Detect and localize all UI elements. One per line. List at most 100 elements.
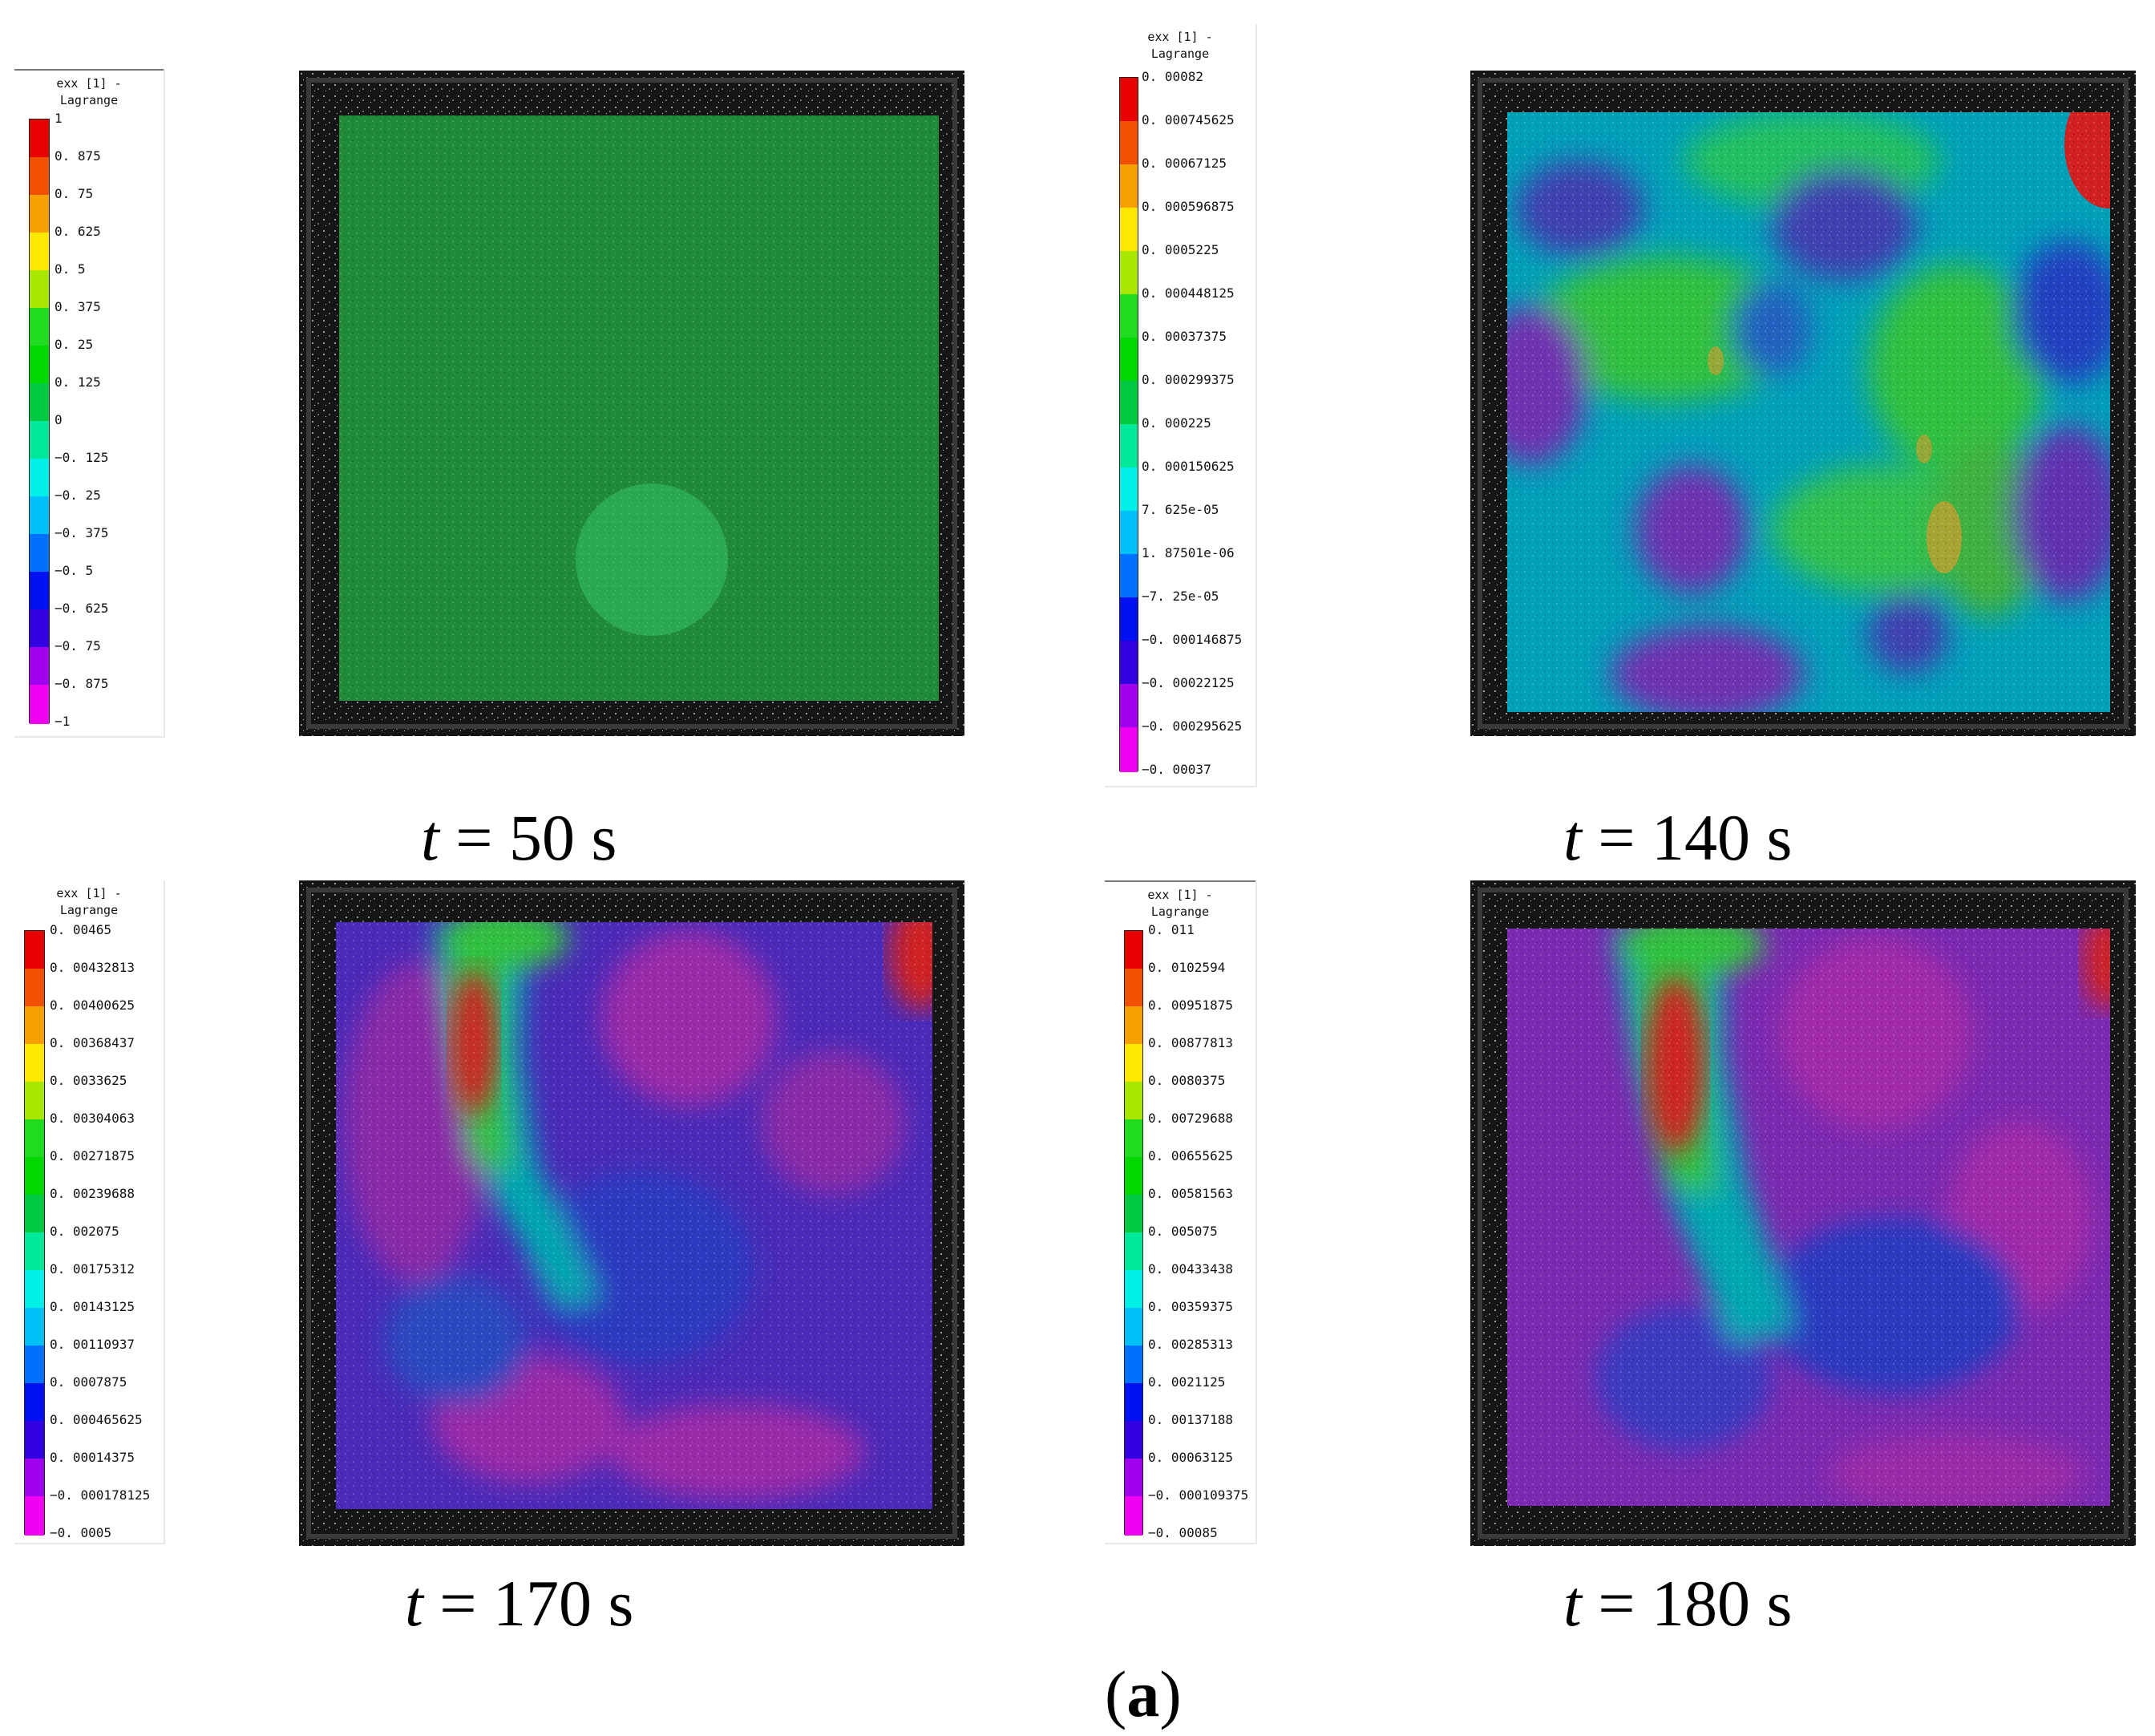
colorbar-tick-label: 0. 5 xyxy=(55,261,86,277)
colorbar-tick-label: 0. 000225 xyxy=(1142,415,1211,431)
colorbar-tick-label: 0. 00067125 xyxy=(1142,156,1227,171)
strain-map-t180 xyxy=(1470,880,2136,1546)
colorbar-tick-label: 0. 00581563 xyxy=(1148,1186,1233,1201)
colorbar xyxy=(29,119,50,724)
colorbar-tick-label: −0. 0005 xyxy=(50,1525,112,1540)
colorbar-tick-label: 0. 000596875 xyxy=(1142,199,1235,214)
colorbar-tick-label: −0. 125 xyxy=(55,450,109,465)
colorbar-swatch xyxy=(30,157,49,196)
colorbar-swatch xyxy=(30,647,49,686)
time-variable: t xyxy=(1563,801,1582,874)
colorbar-swatch xyxy=(1120,424,1138,469)
colorbar-swatch xyxy=(1120,338,1138,382)
figure-panel-letter: a xyxy=(1126,1657,1160,1730)
strain-map-t170 xyxy=(299,880,964,1546)
colorbar-tick-label: −0. 00022125 xyxy=(1142,675,1235,690)
colorbar-tick-label: −0. 75 xyxy=(55,638,101,654)
colorbar-tick-label: 0. 00432813 xyxy=(50,960,135,975)
colorbar-tick-label: 0. 00285313 xyxy=(1148,1337,1233,1352)
colorbar-tick-label: 0. 00655625 xyxy=(1148,1148,1233,1163)
colorbar-swatch xyxy=(30,346,49,385)
colorbar-swatch xyxy=(30,496,49,536)
colorbar-swatch xyxy=(25,1270,44,1309)
colorbar-legend-t50: exx [1] - Lagrange 1 0. 875 0. 75 0. 625 0. … xyxy=(14,69,165,738)
colorbar-swatch xyxy=(25,931,44,970)
colorbar-swatch xyxy=(25,1232,44,1272)
colorbar-tick-label: 0. 00951875 xyxy=(1148,997,1233,1013)
legend-title: exx [1] - Lagrange xyxy=(56,76,122,107)
specimen-frame xyxy=(299,71,964,736)
colorbar-swatch xyxy=(25,1006,44,1046)
colorbar-tick-label: 0. 0102594 xyxy=(1148,960,1226,975)
specimen-frame xyxy=(1470,71,2136,736)
legend-title: exx [1] - Lagrange xyxy=(1147,888,1213,919)
colorbar-swatch xyxy=(30,195,49,234)
colorbar-swatch xyxy=(30,233,49,272)
colorbar-swatch xyxy=(25,1044,44,1083)
colorbar-tick-label: 0. 002075 xyxy=(50,1224,119,1239)
colorbar-legend-t140: exx [1] - Lagrange 0. 00082 0. 000745625 0… xyxy=(1105,24,1257,787)
legend-title: exx [1] - Lagrange xyxy=(56,886,122,917)
colorbar-tick-label: 0. 00239688 xyxy=(50,1186,135,1201)
colorbar-swatch xyxy=(1120,381,1138,426)
colorbar-swatch xyxy=(1125,1383,1142,1422)
colorbar-tick-label: 0. 00175312 xyxy=(50,1261,135,1277)
colorbar-tick-label: 0. 00729688 xyxy=(1148,1111,1233,1126)
colorbar-tick-label: 0. 00368437 xyxy=(50,1035,135,1050)
colorbar-tick-label: 0. 00143125 xyxy=(50,1299,135,1314)
colorbar xyxy=(1124,930,1143,1536)
colorbar-swatch xyxy=(25,1496,44,1536)
colorbar-tick-label: 0. 00137188 xyxy=(1148,1412,1233,1427)
colorbar-tick-label: 0. 00359375 xyxy=(1148,1299,1233,1314)
colorbar-swatch xyxy=(1120,208,1138,253)
colorbar-swatch xyxy=(25,1082,44,1121)
colorbar-tick-label: 0. 011 xyxy=(1148,922,1195,937)
colorbar-tick-label: −7. 25e-05 xyxy=(1142,589,1219,604)
colorbar-tick-label: −0. 875 xyxy=(55,676,109,691)
colorbar-tick-label: −0. 000178125 xyxy=(50,1487,151,1503)
colorbar-swatch xyxy=(30,459,49,498)
colorbar-tick-label: 0. 00037375 xyxy=(1142,329,1227,344)
colorbar-swatch xyxy=(1120,78,1138,123)
colorbar-tick-label: 0. 00082 xyxy=(1142,69,1204,84)
colorbar-swatch xyxy=(1120,511,1138,556)
colorbar-tick-label: 0. 000150625 xyxy=(1142,459,1235,474)
colorbar-tick-label: 0. 00271875 xyxy=(50,1148,135,1163)
colorbar-tick-label: −0. 000109375 xyxy=(1148,1487,1249,1503)
colorbar-tick-label: 0. 000299375 xyxy=(1142,372,1235,387)
colorbar-swatch xyxy=(30,685,49,724)
colorbar-swatch xyxy=(25,969,44,1008)
colorbar-tick-label: 0. 00433438 xyxy=(1148,1261,1233,1277)
colorbar-swatch xyxy=(30,572,49,611)
colorbar-swatch xyxy=(1125,969,1142,1008)
colorbar-tick-label: 0. 000448125 xyxy=(1142,285,1235,301)
colorbar-swatch xyxy=(25,1383,44,1422)
colorbar-tick-label: 1 xyxy=(55,111,63,126)
colorbar-tick-label: 0. 00877813 xyxy=(1148,1035,1233,1050)
colorbar-tick-label: 0. 00465 xyxy=(50,922,112,937)
colorbar-swatch xyxy=(1120,294,1138,339)
colorbar-swatch xyxy=(30,534,49,573)
colorbar-swatch xyxy=(1125,1082,1142,1121)
time-value: = 140 s xyxy=(1581,801,1793,874)
colorbar-swatch xyxy=(1125,931,1142,970)
colorbar-swatch xyxy=(30,270,49,310)
colorbar-swatch xyxy=(30,119,49,159)
colorbar-swatch xyxy=(30,308,49,347)
colorbar-tick-label: 0. 0007875 xyxy=(50,1374,127,1390)
colorbar-tick-label: 1. 87501e-06 xyxy=(1142,545,1235,560)
colorbar-tick-label: 0. 00304063 xyxy=(50,1111,135,1126)
colorbar-tick-label: −0. 375 xyxy=(55,525,109,540)
time-value: = 170 s xyxy=(423,1567,634,1640)
colorbar-tick-label: 0. 0005225 xyxy=(1142,242,1219,257)
colorbar-swatch xyxy=(25,1195,44,1234)
colorbar-tick-label: 7. 625e-05 xyxy=(1142,502,1219,517)
colorbar-tick-label: 0. 000745625 xyxy=(1142,112,1235,127)
colorbar-swatch xyxy=(30,421,49,460)
colorbar-tick-label: −0. 000146875 xyxy=(1142,632,1243,647)
colorbar-tick-label: 0. 000465625 xyxy=(50,1412,143,1427)
colorbar-swatch xyxy=(1125,1496,1142,1536)
colorbar-tick-label: 0. 0033625 xyxy=(50,1073,127,1088)
colorbar-swatch xyxy=(1120,641,1138,686)
colorbar-tick-label: 0. 25 xyxy=(55,337,94,352)
